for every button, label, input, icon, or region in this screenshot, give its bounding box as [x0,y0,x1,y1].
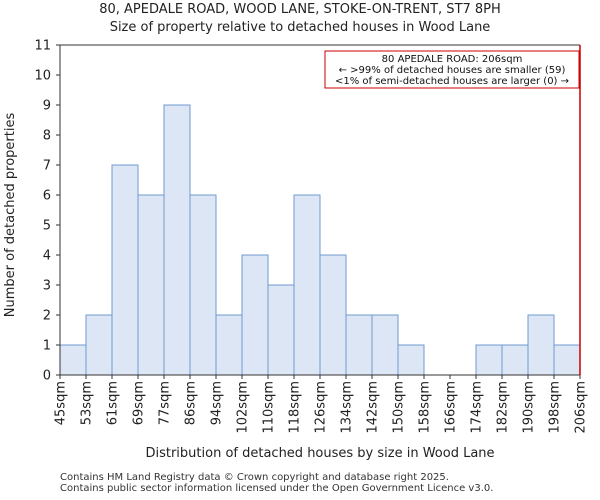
y-tick-label: 7 [43,159,51,174]
x-tick-label: 166sqm [444,381,459,434]
histogram-bar [475,344,503,376]
histogram-bar [553,344,581,376]
histogram-bar [345,314,373,376]
y-tick-label: 11 [34,39,51,54]
histogram-bar [163,104,191,376]
x-tick-label: 158sqm [418,381,433,434]
y-tick-label: 6 [43,189,51,204]
histogram-bar [215,314,243,376]
y-tick-label: 4 [43,249,51,264]
x-tick-label: 94sqm [210,381,225,425]
histogram-bar [85,314,113,376]
x-tick-label: 110sqm [262,381,277,434]
x-tick-label: 69sqm [132,381,147,425]
x-tick-label: 102sqm [236,381,251,434]
x-tick-label: 77sqm [158,381,173,425]
annotation-line: ← >99% of detached houses are smaller (5… [339,65,566,76]
x-tick-label: 182sqm [496,381,511,434]
x-tick-label: 118sqm [288,381,303,434]
y-tick-label: 5 [43,219,51,234]
y-tick-label: 1 [43,339,51,354]
footer-copyright: Contains HM Land Registry data © Crown c… [60,472,449,483]
y-tick-label: 3 [43,279,51,294]
y-tick-label: 2 [43,309,51,324]
chart-title: Size of property relative to detached ho… [109,20,491,35]
x-tick-label: 174sqm [470,381,485,434]
x-tick-label: 206sqm [574,381,589,434]
x-tick-label: 142sqm [366,381,381,434]
y-tick-label: 9 [43,99,51,114]
x-tick-label: 134sqm [340,381,355,434]
histogram-bar [397,344,425,376]
x-tick-label: 126sqm [314,381,329,434]
x-tick-label: 198sqm [548,381,563,434]
x-tick-label: 61sqm [106,381,121,425]
x-tick-label: 53sqm [80,381,95,425]
x-axis-label: Distribution of detached houses by size … [145,446,494,461]
histogram-bar [59,344,87,376]
y-axis-label: Number of detached properties [3,113,18,318]
histogram-bar [293,194,321,376]
x-tick-label: 45sqm [54,381,69,425]
annotation-box [324,50,580,89]
histogram-bar [111,164,139,376]
histogram-chart: 0 1 2 3 4 5 6 7 8 9 10 11 45sqm 53sqm 61sqm 69sqm 77sqm… [3,39,589,462]
histogram-bar [267,284,295,376]
histogram-bar [319,254,347,376]
y-tick-label: 0 [43,369,51,384]
histogram-bar [501,344,529,376]
histogram-bar [527,314,555,376]
x-tick-label: 190sqm [522,381,537,434]
histogram-bar [371,314,399,376]
x-tick-label: 86sqm [184,381,199,425]
histogram-bar [137,194,165,376]
y-tick-label: 10 [34,69,51,84]
annotation-line: 80 APEDALE ROAD: 206sqm [382,54,523,65]
histogram-bar [189,194,217,376]
footer-licence: Contains public sector information licen… [60,483,494,494]
histogram-bar [241,254,269,376]
y-tick-label: 8 [43,129,51,144]
annotation-line: <1% of semi-detached houses are larger (… [335,76,569,87]
x-tick-label: 150sqm [392,381,407,434]
chart-title-address: 80, APEDALE ROAD, WOOD LANE, STOKE-ON-TR… [99,2,501,17]
